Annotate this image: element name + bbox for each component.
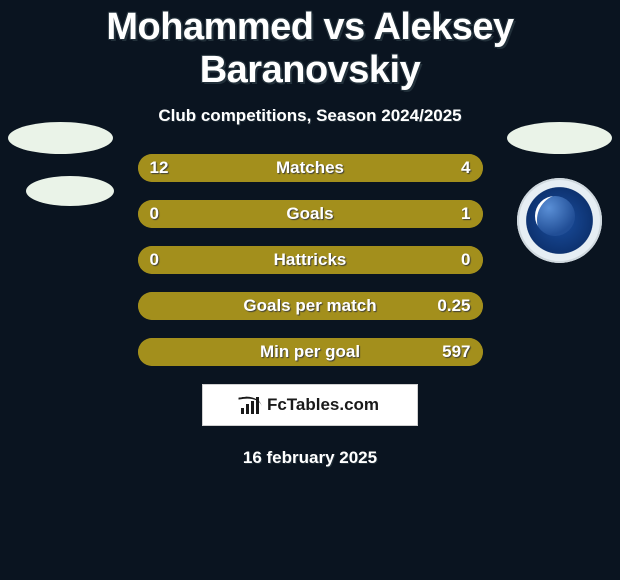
brand-text: FcTables.com: [267, 395, 379, 415]
stat-bar-left: [138, 200, 200, 228]
stat-bar-track: [138, 292, 483, 320]
stat-value-left: 0: [150, 250, 159, 270]
stat-row: 124Matches: [138, 154, 483, 182]
page-title: Mohammed vs Aleksey Baranovskiy: [0, 0, 620, 92]
stat-row: 597Min per goal: [138, 338, 483, 366]
stat-value-right: 1: [461, 204, 470, 224]
brand-badge[interactable]: FcTables.com: [202, 384, 418, 426]
stat-bar-track: [138, 200, 483, 228]
stat-bar-track: [138, 246, 483, 274]
stat-value-left: 0: [150, 204, 159, 224]
stat-row: 00Hattricks: [138, 246, 483, 274]
player-left-flag-icon: [8, 122, 113, 154]
stat-bar-right: [138, 292, 483, 320]
stat-row: 0.25Goals per match: [138, 292, 483, 320]
player-left-club-icon: [26, 176, 114, 206]
subtitle: Club competitions, Season 2024/2025: [0, 106, 620, 126]
snapshot-date: 16 february 2025: [0, 448, 620, 468]
stat-bar-track: [138, 154, 483, 182]
stat-bar-left: [138, 246, 483, 274]
stat-value-left: 12: [150, 158, 169, 178]
stat-bar-right: [138, 338, 483, 366]
bars-growth-icon: [241, 396, 261, 414]
stat-bar-left: [138, 154, 397, 182]
stat-bar-track: [138, 338, 483, 366]
stat-value-right: 0: [461, 250, 470, 270]
comparison-bars: 124Matches01Goals00Hattricks0.25Goals pe…: [138, 154, 483, 366]
stat-row: 01Goals: [138, 200, 483, 228]
player-right-club-icon: [517, 178, 602, 263]
stat-bar-right: [200, 200, 483, 228]
stat-value-right: 4: [461, 158, 470, 178]
stat-value-right: 597: [442, 342, 470, 362]
player-right-flag-icon: [507, 122, 612, 154]
stat-value-right: 0.25: [437, 296, 470, 316]
